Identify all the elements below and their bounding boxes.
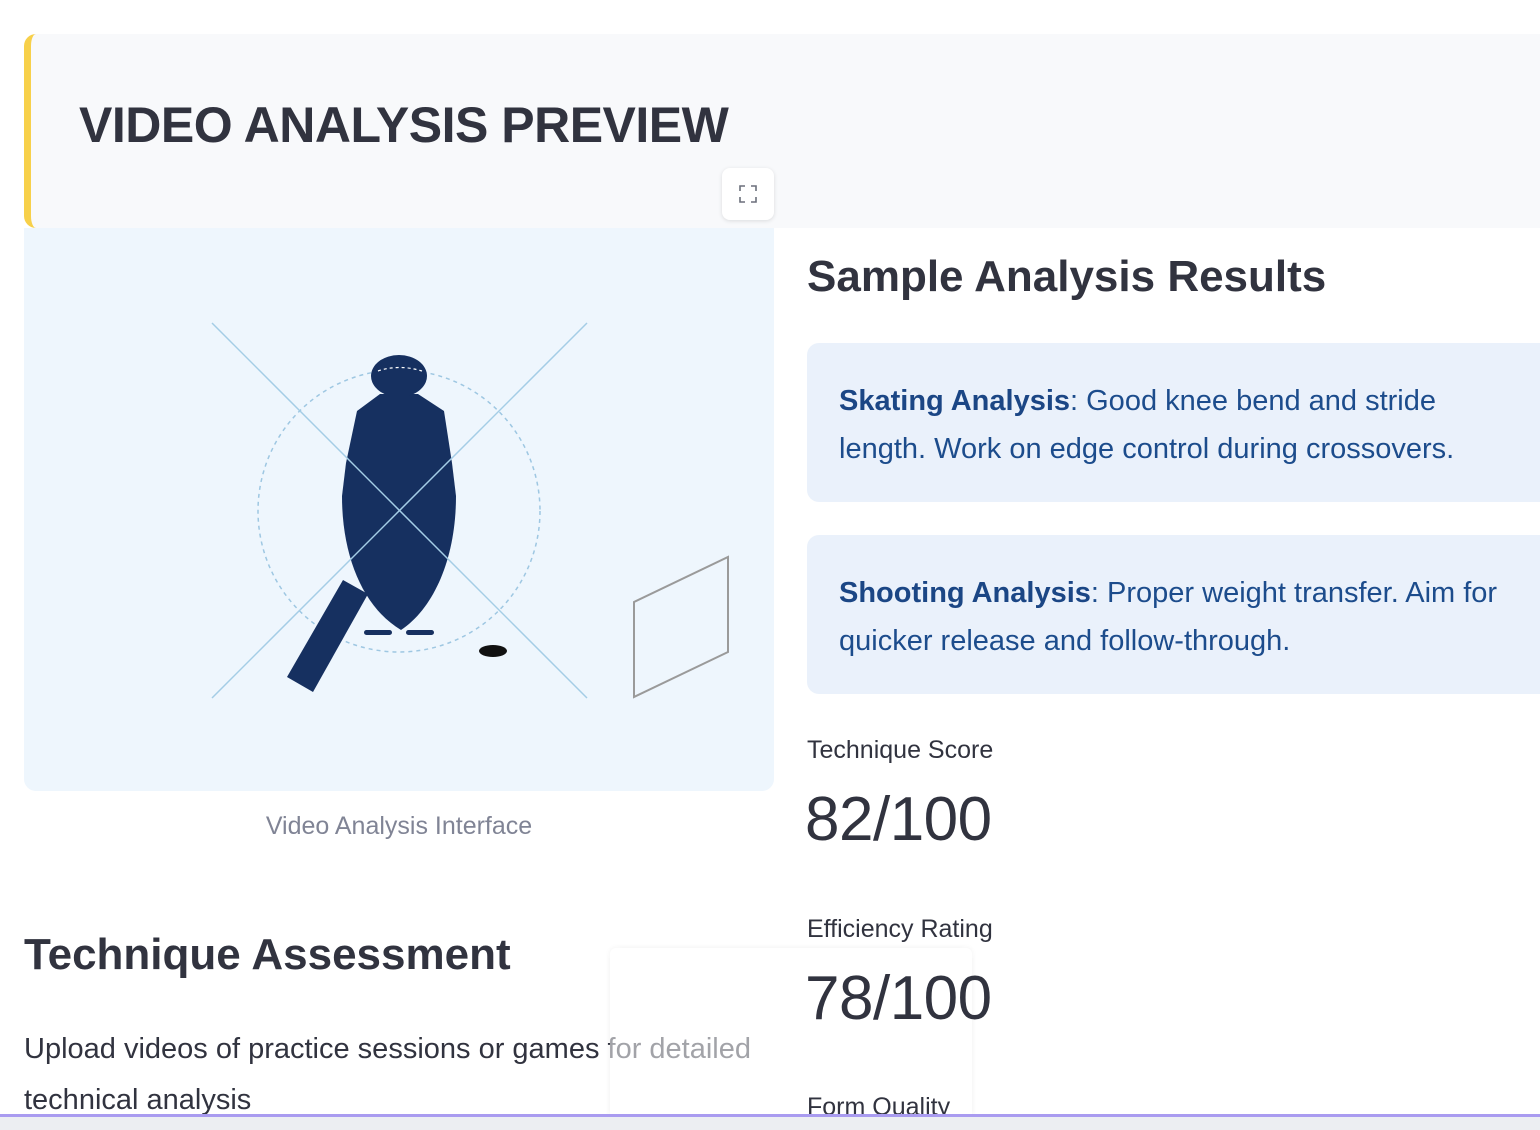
efficiency-rating-value: 78/100 xyxy=(805,964,992,1033)
hockey-stick xyxy=(287,580,368,692)
shooting-analysis-card: Shooting Analysis: Proper weight transfe… xyxy=(807,535,1540,694)
sample-results-heading: Sample Analysis Results xyxy=(807,252,1327,301)
card-label: Shooting Analysis xyxy=(839,577,1091,609)
card-text: : Good knee bend and stride length. Work… xyxy=(839,385,1455,465)
expand-icon xyxy=(739,185,757,203)
technique-assessment-heading: Technique Assessment xyxy=(24,930,511,979)
card-text: : Proper weight transfer. Aim for quicke… xyxy=(839,577,1498,657)
technique-score-value: 82/100 xyxy=(805,785,992,854)
overlay-panel xyxy=(610,948,972,1118)
bottom-strip xyxy=(0,1117,1540,1130)
efficiency-rating-label: Efficiency Rating xyxy=(807,915,993,943)
goal-frame xyxy=(633,555,729,699)
fullscreen-button[interactable] xyxy=(722,168,774,220)
skate-right xyxy=(406,630,434,635)
image-caption: Video Analysis Interface xyxy=(265,812,533,840)
skating-analysis-card: Skating Analysis: Good knee bend and str… xyxy=(807,343,1540,502)
guide-line xyxy=(211,322,588,699)
video-analysis-image xyxy=(24,228,774,791)
header-box: VIDEO ANALYSIS PREVIEW xyxy=(24,34,1540,228)
skate-left xyxy=(364,630,392,635)
puck xyxy=(479,645,507,657)
technique-assessment-text: Upload videos of practice sessions or ga… xyxy=(24,1033,751,1116)
scroll-boundary xyxy=(0,1114,1540,1117)
player-head xyxy=(371,355,427,397)
technique-score-label: Technique Score xyxy=(807,736,994,764)
card-label: Skating Analysis xyxy=(839,385,1071,417)
page-title: VIDEO ANALYSIS PREVIEW xyxy=(79,97,729,153)
